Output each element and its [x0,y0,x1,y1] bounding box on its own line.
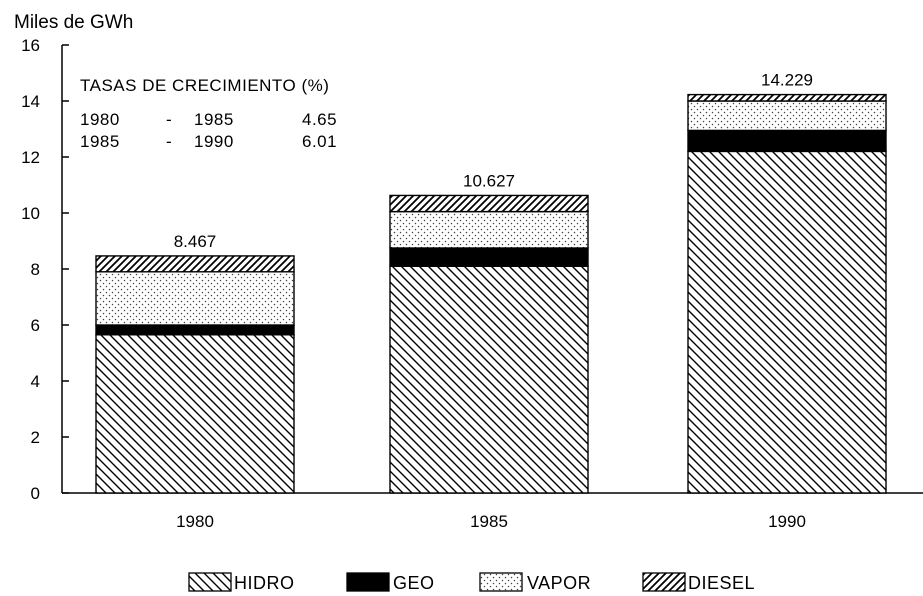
annotation-row-2-rate: 6.01 [302,132,337,151]
y-tick-label-6: 6 [31,316,40,335]
y-tick-label-2: 2 [31,428,40,447]
bar-diesel-1990 [687,93,887,102]
y-tick-label-8: 8 [31,260,40,279]
y-tick-label-14: 14 [21,92,40,111]
growth-rates-annotation: TASAS DE CRECIMIENTO (%) 1980 - 1985 4.6… [80,76,337,151]
legend-label-vapor: VAPOR [527,573,591,593]
annotation-row-1-start: 1980 [80,110,120,129]
annotation-row-1-rate: 4.65 [302,110,337,129]
y-tick-label-12: 12 [21,148,40,167]
legend-swatch-geo [346,572,390,592]
bar-total-label-1985: 10.627 [463,171,515,190]
annotation-row-1-dash: - [166,110,172,129]
bar-geo-1990 [687,129,887,153]
bar-vapor-1985 [389,210,589,249]
legend-label-hidro: HIDRO [234,573,295,593]
x-tick-label-1990: 1990 [768,512,806,531]
y-tick-label-4: 4 [31,372,40,391]
annotation-title: TASAS DE CRECIMIENTO (%) [80,76,329,95]
annotation-row-2-dash: - [166,132,172,151]
x-tick-label-1980: 1980 [176,512,214,531]
legend: HIDRO GEO VAPOR DIESEL [188,572,755,593]
legend-swatch-diesel [642,572,686,592]
annotation-row-2-start: 1985 [80,132,120,151]
bar-vapor-1980 [95,271,295,326]
bars-group: 8.467 10.627 14.229 [95,71,887,494]
bar-total-label-1990: 14.229 [761,71,813,90]
bar-geo-1985 [389,247,589,267]
bar-vapor-1990 [687,100,887,132]
legend-swatch-vapor [479,572,523,592]
bar-hidro-1985 [389,265,589,494]
bar-hidro-1980 [95,334,295,494]
bar-hidro-1990 [687,150,887,494]
y-axis-ticks: 0 2 4 6 8 10 12 14 16 [21,36,69,503]
x-axis-labels: 1980 1985 1990 [176,512,806,531]
x-tick-label-1985: 1985 [470,512,508,531]
legend-label-diesel: DIESEL [688,573,755,593]
bar-total-label-1980: 8.467 [174,232,217,251]
y-axis-title: Miles de GWh [14,12,133,33]
bar-diesel-1985 [389,194,589,213]
legend-swatch-hidro [188,572,232,592]
annotation-row-1-end: 1985 [194,110,234,129]
legend-label-geo: GEO [393,573,435,593]
annotation-row-2-end: 1990 [194,132,234,151]
bar-geo-1980 [95,324,295,336]
y-tick-label-10: 10 [21,204,40,223]
bar-diesel-1980 [95,255,295,273]
y-tick-label-16: 16 [21,36,40,55]
y-tick-label-0: 0 [31,484,40,503]
